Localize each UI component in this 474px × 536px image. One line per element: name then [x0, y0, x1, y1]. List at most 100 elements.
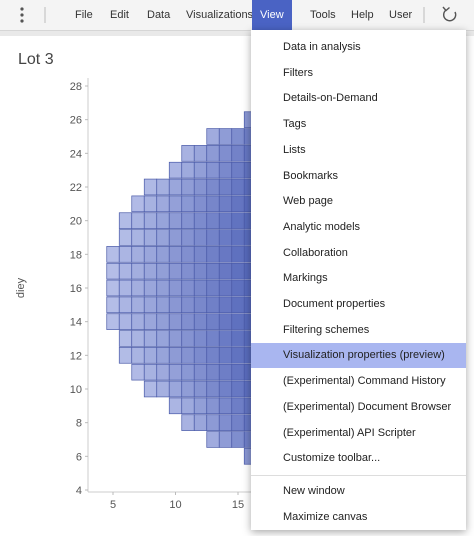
heatmap-cell	[218, 262, 233, 280]
heatmap-cell	[193, 279, 208, 297]
heatmap-cell	[143, 246, 158, 263]
heatmap-cell	[143, 296, 158, 314]
menu-bar-item[interactable]: Edit	[110, 9, 129, 21]
menu-item[interactable]: Filters	[283, 66, 313, 79]
heatmap-cell	[181, 347, 195, 364]
heatmap-cell	[156, 246, 170, 263]
heatmap-cell	[218, 229, 233, 246]
heatmap-cell	[131, 296, 145, 314]
heatmap-cell	[206, 363, 220, 381]
heatmap-cell	[206, 178, 220, 196]
heatmap-cell	[181, 296, 195, 314]
heatmap-cell	[168, 279, 183, 297]
more-button[interactable]	[20, 7, 24, 23]
heatmap-cell	[156, 178, 170, 196]
y-tick-label: 22	[70, 182, 82, 194]
y-tick-label: 8	[76, 418, 82, 430]
heatmap-cell	[168, 178, 183, 196]
heatmap-cell	[181, 229, 195, 246]
heatmap-cell	[193, 380, 208, 398]
heatmap-cell	[106, 313, 120, 330]
heatmap-cell	[181, 330, 195, 347]
heatmap-cell	[156, 347, 170, 364]
y-tick-label: 14	[70, 317, 82, 329]
menu-bar-item[interactable]: Visualizations	[186, 9, 254, 21]
heatmap-cell	[156, 363, 170, 381]
heatmap-cell	[206, 279, 220, 297]
heatmap-cell	[206, 347, 220, 364]
view-menu: Data in analysis Filters Details-on-Demand…	[251, 30, 466, 530]
heatmap-cell	[206, 145, 220, 162]
menu-item[interactable]: Details-on-Demand	[283, 92, 378, 105]
menu-item[interactable]: Filtering schemes	[283, 323, 370, 336]
menu-bar-item[interactable]: Tools	[310, 9, 336, 21]
heatmap-cell	[143, 313, 158, 330]
menu-item[interactable]: Maximize canvas	[283, 510, 368, 523]
heatmap-cell	[143, 363, 158, 381]
heatmap-cell	[156, 262, 170, 280]
heatmap-cell	[181, 178, 195, 196]
heatmap-cell	[156, 380, 170, 398]
heatmap-cell	[218, 347, 233, 364]
y-axis-label: diey	[15, 277, 27, 298]
menu-bar-item[interactable]: User	[389, 9, 413, 21]
y-tick-label: 4	[76, 485, 82, 497]
heatmap-cell	[231, 279, 245, 297]
menu-bar-item[interactable]: Data	[147, 9, 171, 21]
heatmap-cell	[231, 397, 245, 415]
heatmap-cell	[118, 212, 133, 229]
menu-item[interactable]: Data in analysis	[283, 41, 361, 53]
heatmap-cell	[168, 380, 183, 398]
heatmap-cell	[143, 195, 158, 213]
heatmap-cell	[193, 414, 208, 431]
menu-item[interactable]: New window	[283, 484, 345, 497]
heatmap-cell	[118, 279, 133, 297]
heatmap-cell	[193, 313, 208, 330]
heatmap-cell	[156, 279, 170, 297]
heatmap-cell	[206, 380, 220, 398]
heatmap-cell	[469, 347, 474, 363]
heatmap-cell	[231, 195, 245, 213]
heatmap-cell	[218, 161, 233, 179]
menu-bar-item[interactable]: View	[252, 0, 292, 30]
heatmap-cell	[131, 313, 145, 330]
heatmap-cell	[168, 363, 183, 381]
heatmap-cell	[118, 313, 133, 330]
heatmap-cell	[193, 212, 208, 229]
y-tick-label: 28	[70, 81, 82, 93]
menu-item[interactable]: Markings	[283, 272, 328, 285]
menu-item[interactable]: (Experimental) Command History	[283, 375, 446, 388]
undo-button[interactable]	[442, 6, 457, 22]
heatmap-cell	[469, 280, 474, 296]
menu-item[interactable]: Lists	[283, 143, 306, 156]
menu-item[interactable]: Collaboration	[283, 246, 348, 259]
heatmap-cell	[106, 262, 120, 280]
menu-item[interactable]: Analytic models	[283, 220, 361, 233]
menu-item[interactable]: (Experimental) API Scripter	[283, 426, 416, 439]
heatmap-cell	[181, 414, 195, 431]
heatmap-cell	[131, 195, 145, 213]
heatmap-cell	[218, 330, 233, 347]
y-tick-label: 12	[70, 350, 82, 362]
menu-item[interactable]: Visualization properties (preview)	[251, 343, 466, 369]
y-tick-label: 10	[70, 384, 82, 396]
heatmap-cell	[231, 145, 245, 162]
heatmap-cell	[181, 397, 195, 415]
heatmap-cell	[181, 279, 195, 297]
heatmap-cell	[193, 161, 208, 179]
menu-bar-item[interactable]: Help	[351, 9, 374, 21]
menu-item[interactable]: (Experimental) Document Browser	[283, 400, 452, 413]
heatmap-cell	[469, 246, 474, 262]
menu-separator	[251, 474, 466, 476]
menu-item[interactable]: Tags	[283, 118, 307, 131]
menu-item[interactable]: Document properties	[283, 298, 386, 310]
menu-bar-item[interactable]: File	[75, 9, 93, 21]
menu-item[interactable]: Customize toolbar...	[283, 452, 381, 465]
menu-item[interactable]: Bookmarks	[283, 169, 339, 182]
heatmap-cell	[181, 195, 195, 213]
menu-item[interactable]: Web page	[283, 195, 333, 208]
heatmap-cell	[231, 380, 245, 398]
heatmap-cell	[193, 145, 208, 162]
heatmap-cell	[218, 313, 233, 330]
heatmap-cell	[181, 212, 195, 229]
